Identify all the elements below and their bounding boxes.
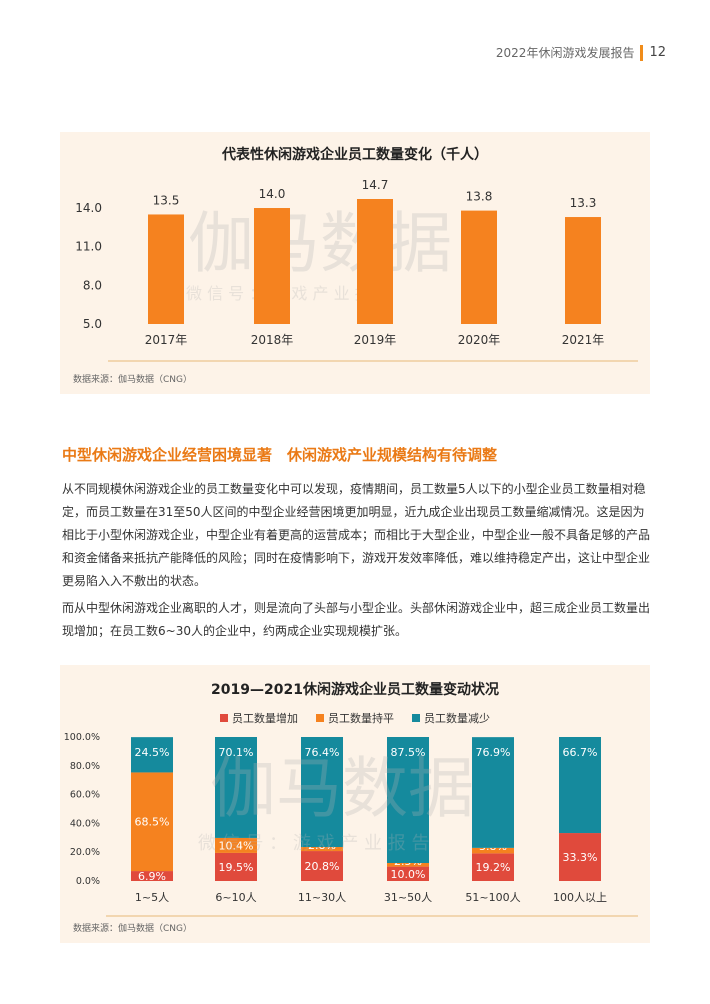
x-tick-label: 1~5人 bbox=[135, 891, 169, 904]
chart2-title: 2019—2021休闲游戏企业员工数量变动状况 bbox=[211, 682, 499, 698]
legend-label-decrease: 员工数量减少 bbox=[424, 712, 490, 725]
x-tick-label: 51~100人 bbox=[465, 891, 520, 904]
stacked-bar-segment bbox=[215, 852, 257, 881]
bar bbox=[461, 210, 497, 324]
x-tick-label: 31~50人 bbox=[384, 891, 432, 904]
stacked-bar-segment bbox=[131, 737, 173, 773]
x-tick-label: 6~10人 bbox=[215, 891, 256, 904]
bar bbox=[357, 199, 393, 324]
chart2-source: 数据来源：伽马数据（CNG） bbox=[73, 924, 192, 934]
chart2-svg: 100.0% 80.0% 60.0% 40.0% 20.0% 0.0% 6.9% 68.5% 2… bbox=[64, 732, 638, 917]
bar bbox=[148, 214, 184, 324]
bar-value-label: 13.8 bbox=[466, 190, 493, 204]
segment-value-label: 76.4% bbox=[305, 746, 340, 759]
stacked-bar-segment bbox=[472, 847, 514, 854]
stacked-bar-segment bbox=[472, 853, 514, 881]
segment-value-label: 10.0% bbox=[391, 868, 426, 881]
stacked-bar-segment bbox=[301, 737, 343, 848]
stacked-bar-segment bbox=[387, 863, 429, 867]
segment-value-label: 87.5% bbox=[391, 746, 426, 759]
x-tick-label: 2019年 bbox=[354, 333, 397, 347]
segment-value-label: 10.4% bbox=[219, 839, 254, 852]
segment-value-label: 6.9% bbox=[138, 870, 166, 883]
y-tick-label: 20.0% bbox=[70, 847, 100, 858]
segment-value-label: 68.5% bbox=[135, 816, 170, 829]
stacked-bar-segment bbox=[301, 847, 343, 852]
page-header: 2022年休闲游戏发展报告 12 bbox=[496, 44, 666, 61]
legend-swatch-increase bbox=[220, 714, 228, 722]
y-tick-label: 8.0 bbox=[83, 278, 102, 292]
y-tick-label: 100.0% bbox=[64, 732, 100, 743]
stacked-bar-segment bbox=[131, 772, 173, 872]
y-tick-label: 60.0% bbox=[70, 790, 100, 801]
segment-value-label: 33.3% bbox=[563, 851, 598, 864]
stacked-bar-segment bbox=[131, 871, 173, 881]
bar bbox=[565, 217, 601, 324]
x-tick-label: 11~30人 bbox=[298, 891, 346, 904]
y-tick-label: 40.0% bbox=[70, 818, 100, 829]
bar-value-label: 14.0 bbox=[259, 187, 286, 201]
page-number: 12 bbox=[649, 45, 666, 60]
segment-value-label: 66.7% bbox=[563, 746, 598, 759]
report-title: 2022年休闲游戏发展报告 bbox=[495, 46, 635, 60]
section-title: 中型休闲游戏企业经营困境显著 休闲游戏产业规模结构有待调整 bbox=[62, 446, 498, 464]
stacked-bar-segment bbox=[559, 833, 601, 881]
segment-value-label: 20.8% bbox=[305, 860, 340, 873]
stacked-bar-segment bbox=[301, 851, 343, 881]
legend-swatch-flat bbox=[316, 714, 324, 722]
chart1-svg: 14.0 11.0 8.0 5.0 13.5 2017年 14.0 2018年 14.7 2019… bbox=[75, 178, 638, 362]
segment-value-label: 24.5% bbox=[135, 746, 170, 759]
legend-item-decrease: 员工数量减少 bbox=[412, 710, 490, 726]
chart1-source: 数据来源：伽马数据（CNG） bbox=[73, 375, 192, 385]
y-tick-label: 14.0 bbox=[75, 201, 102, 215]
y-tick-label: 0.0% bbox=[76, 876, 100, 887]
legend-swatch-decrease bbox=[412, 714, 420, 722]
chart1-title: 代表性休闲游戏企业员工数量变化（千人） bbox=[222, 147, 488, 163]
y-tick-label: 5.0 bbox=[83, 317, 102, 331]
chart2-panel: 2019—2021休闲游戏企业员工数量变动状况 员工数量增加 员工数量持平 员工… bbox=[60, 665, 650, 943]
legend-label-flat: 员工数量持平 bbox=[328, 712, 394, 725]
x-tick-label: 2021年 bbox=[562, 333, 605, 347]
segment-value-label: 19.5% bbox=[219, 861, 254, 874]
y-tick-label: 80.0% bbox=[70, 761, 100, 772]
body-paragraph-2: 而从中型休闲游戏企业离职的人才，则是流向了头部与小型企业。头部休闲游戏企业中，超… bbox=[62, 601, 651, 638]
segment-value-label: 76.9% bbox=[476, 746, 511, 759]
legend-item-increase: 员工数量增加 bbox=[220, 710, 298, 726]
legend-item-flat: 员工数量持平 bbox=[316, 710, 394, 726]
chart2-legend: 员工数量增加 员工数量持平 员工数量减少 bbox=[60, 710, 650, 726]
bar-value-label: 14.7 bbox=[362, 178, 389, 192]
segment-value-label: 19.2% bbox=[476, 861, 511, 874]
bar-value-label: 13.5 bbox=[153, 193, 180, 207]
header-divider bbox=[640, 44, 644, 61]
stacked-bar-segment bbox=[472, 737, 514, 848]
stacked-bar-segment bbox=[559, 737, 601, 834]
body-paragraph-1: 从不同规模休闲游戏企业的员工数量变化中可以发现，疫情期间，员工数量5人以下的小型… bbox=[62, 482, 651, 588]
segment-value-label: 70.1% bbox=[219, 746, 254, 759]
bar-value-label: 13.3 bbox=[570, 196, 597, 210]
x-tick-label: 2020年 bbox=[458, 333, 501, 347]
x-tick-label: 2018年 bbox=[251, 333, 294, 347]
stacked-bar-segment bbox=[387, 737, 429, 863]
chart1-panel: 代表性休闲游戏企业员工数量变化（千人） 伽马数据 微 信 号 ： 游 戏 产 业… bbox=[60, 132, 650, 394]
stacked-bar-segment bbox=[215, 737, 257, 838]
y-tick-label: 11.0 bbox=[75, 240, 102, 254]
x-tick-label: 100人以上 bbox=[553, 891, 607, 904]
stacked-bar-segment bbox=[215, 837, 257, 853]
legend-label-increase: 员工数量增加 bbox=[232, 712, 298, 725]
x-tick-label: 2017年 bbox=[145, 333, 188, 347]
bar bbox=[254, 208, 290, 324]
stacked-bar-segment bbox=[387, 866, 429, 881]
